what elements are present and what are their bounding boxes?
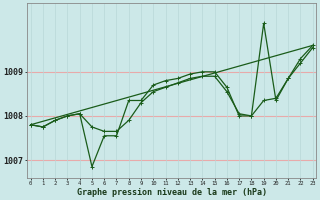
X-axis label: Graphe pression niveau de la mer (hPa): Graphe pression niveau de la mer (hPa) [77,188,267,197]
